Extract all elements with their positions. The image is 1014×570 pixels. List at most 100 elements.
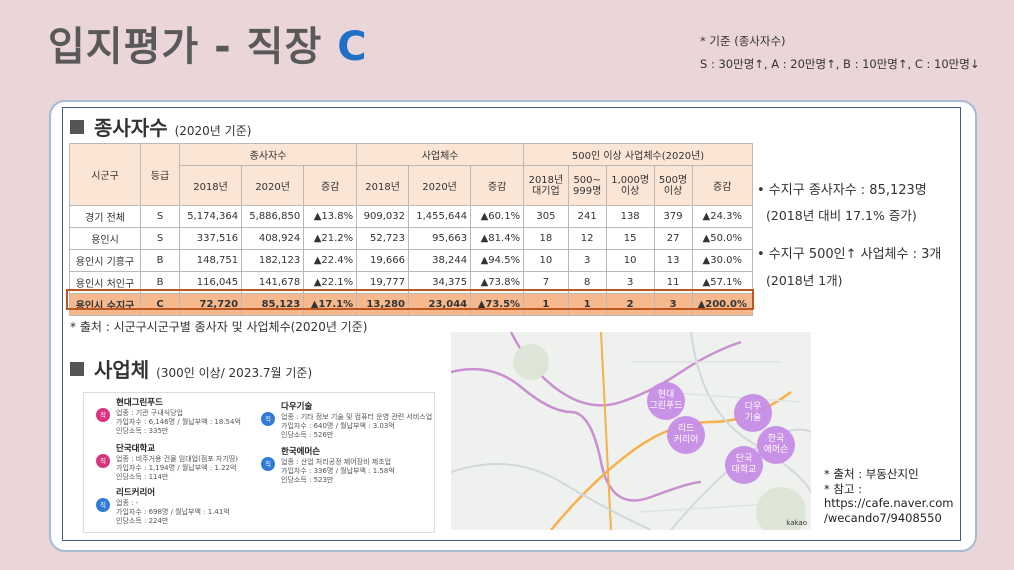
table-cell-l1: 18 xyxy=(523,227,569,250)
table-cell-b18: 52,723 xyxy=(356,227,410,250)
table-row: 용인시 수지구 C 72,720 85,123 ▲17.1% 13,280 23,044 ▲7… xyxy=(69,293,753,316)
th-large: 500인 이상 사업체수(2020년) xyxy=(523,143,753,166)
th-linc: 증감 xyxy=(691,165,753,206)
table-cell-l4: 379 xyxy=(653,205,693,228)
table-cell-l4: 27 xyxy=(653,227,693,250)
table-cell-linc: ▲200.0% xyxy=(691,293,753,316)
kakao-logo: kakao xyxy=(786,519,807,527)
th-workers: 종사자수 xyxy=(178,143,358,166)
bullet-workers: • 수지구 종사자수 : 85,123명 xyxy=(757,183,927,198)
th-region: 시군구 xyxy=(69,143,141,206)
table-cell-linc: ▲24.3% xyxy=(691,205,753,228)
table-row: 용인시 기흥구 B 148,751 182,123 ▲22.4% 19,666 38,244… xyxy=(69,249,753,272)
table-cell-winc: ▲17.1% xyxy=(303,293,358,316)
th-l1: 2018년 대기업 xyxy=(523,165,569,206)
table-cell-b18: 19,666 xyxy=(356,249,410,272)
job-icon: 직 xyxy=(261,412,275,426)
table-row: 경기 전체 S 5,174,364 5,886,850 ▲13.8% 909,032 1,4… xyxy=(69,205,753,228)
criteria-note: * 기준 (종사자수) xyxy=(700,34,786,48)
th-b20: 2020년 xyxy=(408,165,472,206)
table-cell-winc: ▲22.1% xyxy=(303,271,358,294)
marker-daou[interactable]: 다우 기술 xyxy=(734,394,772,432)
th-winc: 증감 xyxy=(303,165,358,206)
marker-emerson[interactable]: 한국 에머슨 xyxy=(757,426,795,464)
table-cell-winc: ▲22.4% xyxy=(303,249,358,272)
table-cell-l1: 1 xyxy=(523,293,569,316)
th-l2: 500~ 999명 xyxy=(567,165,607,206)
table-cell-w20: 141,678 xyxy=(241,271,305,294)
table-cell-l3: 138 xyxy=(605,205,655,228)
table-cell-l2: 12 xyxy=(567,227,607,250)
page-title: 입지평가 - 직장 C xyxy=(48,24,368,70)
company-item[interactable]: 직 한국에머슨 업종 : 산업 처리공정 제어장비 제조업 가입자수 : 336명 … xyxy=(261,448,395,485)
table-cell-l3: 15 xyxy=(605,227,655,250)
th-b18: 2018년 xyxy=(356,165,410,206)
table-cell-winc: ▲13.8% xyxy=(303,205,358,228)
table-cell-l4: 13 xyxy=(653,249,693,272)
table-cell-linc: ▲50.0% xyxy=(691,227,753,250)
company-item[interactable]: 직 리드커리어 업종 : - 가입자수 : 698명 / 월납부액 : 1.41억 인… xyxy=(96,489,230,526)
table-cell-grade: C xyxy=(140,293,180,316)
section-biz-heading: 사업체 (300인 이상/ 2023.7월 기준) xyxy=(70,354,312,383)
bullet-workers-sub: (2018년 대비 17.1% 증가) xyxy=(766,208,917,223)
job-icon: 직 xyxy=(261,457,275,471)
table-cell-w18: 148,751 xyxy=(178,249,243,272)
table-cell-b20: 95,663 xyxy=(408,227,472,250)
table-cell-b20: 38,244 xyxy=(408,249,472,272)
table-cell-w20: 85,123 xyxy=(241,293,305,316)
table-cell-w20: 5,886,850 xyxy=(241,205,305,228)
table-cell-grade: S xyxy=(140,227,180,250)
table-cell-linc: ▲30.0% xyxy=(691,249,753,272)
table-cell-b20: 23,044 xyxy=(408,293,472,316)
th-biz: 사업체수 xyxy=(356,143,525,166)
table-cell-winc: ▲21.2% xyxy=(303,227,358,250)
marker-dankook[interactable]: 단국 대학교 xyxy=(725,446,763,484)
company-item[interactable]: 직 현대그린푸드 업종 : 기관 구내식당업 가입자수 : 6,146명 / 월납부… xyxy=(96,399,241,436)
company-item[interactable]: 직 단국대학교 업종 : 비주거용 건물 임대업(점포 자기땅) 가입자수 : 1,… xyxy=(96,445,238,482)
marker-lead[interactable]: 리드 커리어 xyxy=(667,416,705,454)
table-cell-l2: 241 xyxy=(567,205,607,228)
company-item[interactable]: 직 다우기술 업종 : 기타 정보 기술 및 컴퓨터 운영 관련 서비스업 가입자수… xyxy=(261,403,432,440)
table-cell-binc: ▲60.1% xyxy=(470,205,525,228)
th-l3: 1,000명 이상 xyxy=(605,165,655,206)
marker-hyundai[interactable]: 현대 그린푸드 xyxy=(647,382,685,420)
table-row: 용인시 처인구 B 116,045 141,678 ▲22.1% 19,777 34,375… xyxy=(69,271,753,294)
job-icon: 직 xyxy=(96,408,110,422)
table-cell-w18: 72,720 xyxy=(178,293,243,316)
th-w18: 2018년 xyxy=(178,165,243,206)
table-cell-grade: S xyxy=(140,205,180,228)
table-cell-region: 용인시 xyxy=(69,227,141,250)
table-cell-b20: 1,455,644 xyxy=(408,205,472,228)
table-cell-l3: 2 xyxy=(605,293,655,316)
table-cell-l1: 305 xyxy=(523,205,569,228)
table-cell-w20: 408,924 xyxy=(241,227,305,250)
section-workers-heading: 종사자수 (2020년 기준) xyxy=(70,112,251,141)
table-cell-l3: 10 xyxy=(605,249,655,272)
table-cell-region: 경기 전체 xyxy=(69,205,141,228)
th-l4: 500명 이상 xyxy=(653,165,693,206)
th-w20: 2020년 xyxy=(241,165,305,206)
table-cell-w20: 182,123 xyxy=(241,249,305,272)
job-icon: 직 xyxy=(96,498,110,512)
table-cell-binc: ▲73.5% xyxy=(470,293,525,316)
table-cell-region: 용인시 기흥구 xyxy=(69,249,141,272)
table-cell-b18: 909,032 xyxy=(356,205,410,228)
table-cell-region: 용인시 수지구 xyxy=(69,293,141,316)
source-note: * 출처 : 시군구시군구별 종사자 및 사업체수(2020년 기준) xyxy=(70,320,368,334)
table-cell-l2: 3 xyxy=(567,249,607,272)
suji-highlight-box xyxy=(66,289,754,310)
th-grade: 등급 xyxy=(140,143,180,206)
table-cell-binc: ▲94.5% xyxy=(470,249,525,272)
table-cell-l1: 10 xyxy=(523,249,569,272)
table-cell-l4: 3 xyxy=(653,293,693,316)
workers-table: 시군구 등급 종사자수 사업체수 500인 이상 사업체수(2020년) 201… xyxy=(69,143,753,316)
table-cell-w18: 5,174,364 xyxy=(178,205,243,228)
criteria-grades: S : 30만명↑, A : 20만명↑, B : 10만명↑, C : 10만… xyxy=(700,57,980,71)
bullet-large-biz: • 수지구 500인↑ 사업체수 : 3개 xyxy=(757,247,942,262)
location-map[interactable]: 현대 그린푸드 리드 커리어 다우 기술 한국 에머슨 단국 대학교 kakao xyxy=(451,332,811,530)
table-cell-b18: 13,280 xyxy=(356,293,410,316)
bullet-large-biz-sub: (2018년 1개) xyxy=(766,273,843,288)
company-list: 직 현대그린푸드 업종 : 기관 구내식당업 가입자수 : 6,146명 / 월납부… xyxy=(83,392,435,533)
map-source: * 출처 : 부동산지인 * 참고 : https://cafe.naver.c… xyxy=(824,467,954,525)
table-row: 용인시 S 337,516 408,924 ▲21.2% 52,723 95,663 ▲81.… xyxy=(69,227,753,250)
